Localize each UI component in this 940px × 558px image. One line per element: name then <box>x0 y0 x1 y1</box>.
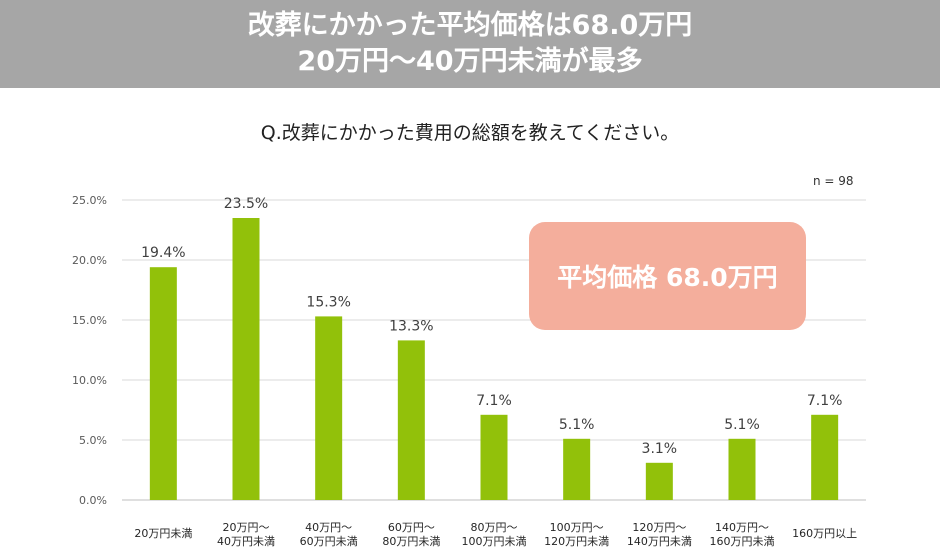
x-tick-label: 100万円～ 120万円未満 <box>544 521 609 548</box>
x-tick-label: 140万円～ 160万円未満 <box>710 521 775 548</box>
headline-banner: 改葬にかかった平均価格は68.0万円 20万円～40万円未満が最多 <box>0 0 940 88</box>
x-tick-label: 20万円未満 <box>134 527 192 540</box>
data-label: 19.4% <box>141 245 185 261</box>
average-price-text: 平均価格 68.0万円 <box>557 263 778 292</box>
data-label: 3.1% <box>642 441 678 457</box>
x-tick-label: 40万円～ 60万円未満 <box>300 521 358 548</box>
y-tick-label: 5.0% <box>79 434 107 447</box>
x-tick-label: 120万円～ 140万円未満 <box>627 521 692 548</box>
data-label: 5.1% <box>724 417 760 433</box>
bar <box>397 340 425 500</box>
survey-question: Q.改葬にかかった費用の総額を教えてください。 <box>260 122 680 144</box>
headline-line-2: 20万円～40万円未満が最多 <box>297 46 643 77</box>
sample-size-label: n = 98 <box>813 174 854 188</box>
data-label: 23.5% <box>224 196 268 212</box>
average-price-callout: 平均価格 68.0万円 <box>529 222 806 330</box>
data-label: 15.3% <box>306 294 350 310</box>
x-tick-label: 160万円以上 <box>792 527 857 540</box>
x-tick-label: 20万円～ 40万円未満 <box>217 521 275 548</box>
data-label: 13.3% <box>389 318 433 334</box>
y-tick-label: 0.0% <box>79 494 107 507</box>
y-tick-label: 20.0% <box>72 254 107 267</box>
y-tick-label: 10.0% <box>72 374 107 387</box>
headline-line-1: 改葬にかかった平均価格は68.0万円 <box>247 10 693 41</box>
bar <box>480 414 508 500</box>
data-label: 5.1% <box>559 417 595 433</box>
bar <box>315 316 343 500</box>
data-label: 7.1% <box>807 393 843 409</box>
x-tick-label: 80万円～ 100万円未満 <box>462 521 527 548</box>
bar <box>149 267 177 500</box>
bar <box>563 438 591 500</box>
data-label: 7.1% <box>476 393 512 409</box>
x-tick-label: 60万円～ 80万円未満 <box>382 521 440 548</box>
bar <box>232 218 260 500</box>
bar <box>645 462 673 500</box>
y-tick-label: 25.0% <box>72 194 107 207</box>
y-tick-label: 15.0% <box>72 314 107 327</box>
bar <box>811 414 839 500</box>
bar <box>728 438 756 500</box>
